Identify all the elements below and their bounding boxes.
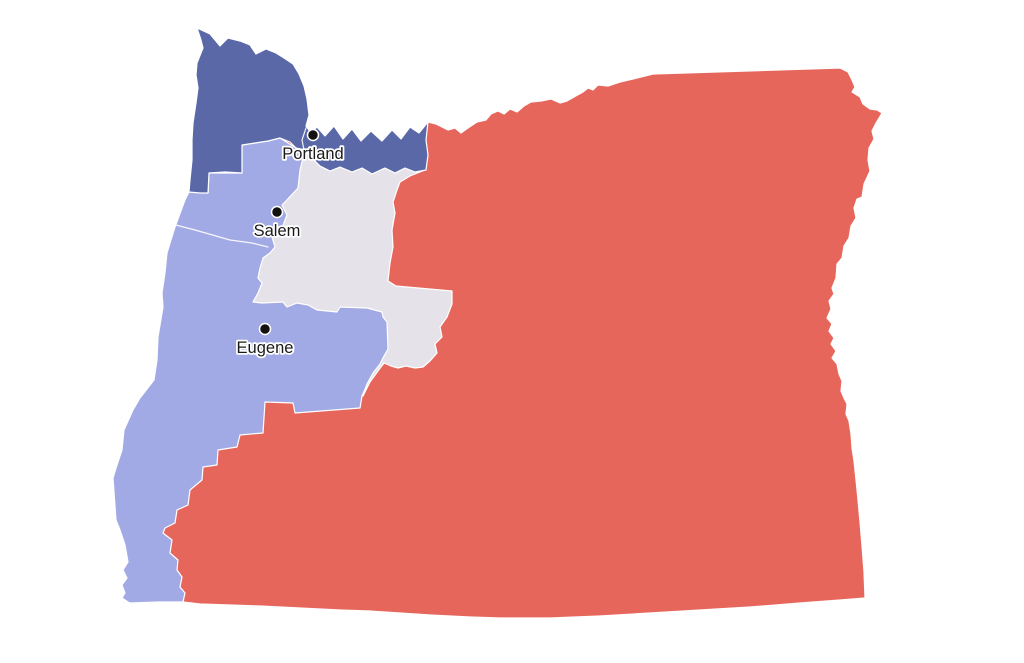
city-label: Salem xyxy=(254,222,301,240)
district-region-northwest[interactable] xyxy=(188,27,429,194)
city-markers: Portland Salem Eugene xyxy=(235,128,345,359)
district-boundary-hairline-valley xyxy=(171,223,269,248)
city-label: Eugene xyxy=(237,339,294,357)
city-dot xyxy=(306,128,320,142)
district-boundary-hairline-portland xyxy=(301,127,307,151)
city-dot xyxy=(270,205,284,219)
city-label: Portland xyxy=(282,145,343,163)
city-dot xyxy=(258,322,272,336)
